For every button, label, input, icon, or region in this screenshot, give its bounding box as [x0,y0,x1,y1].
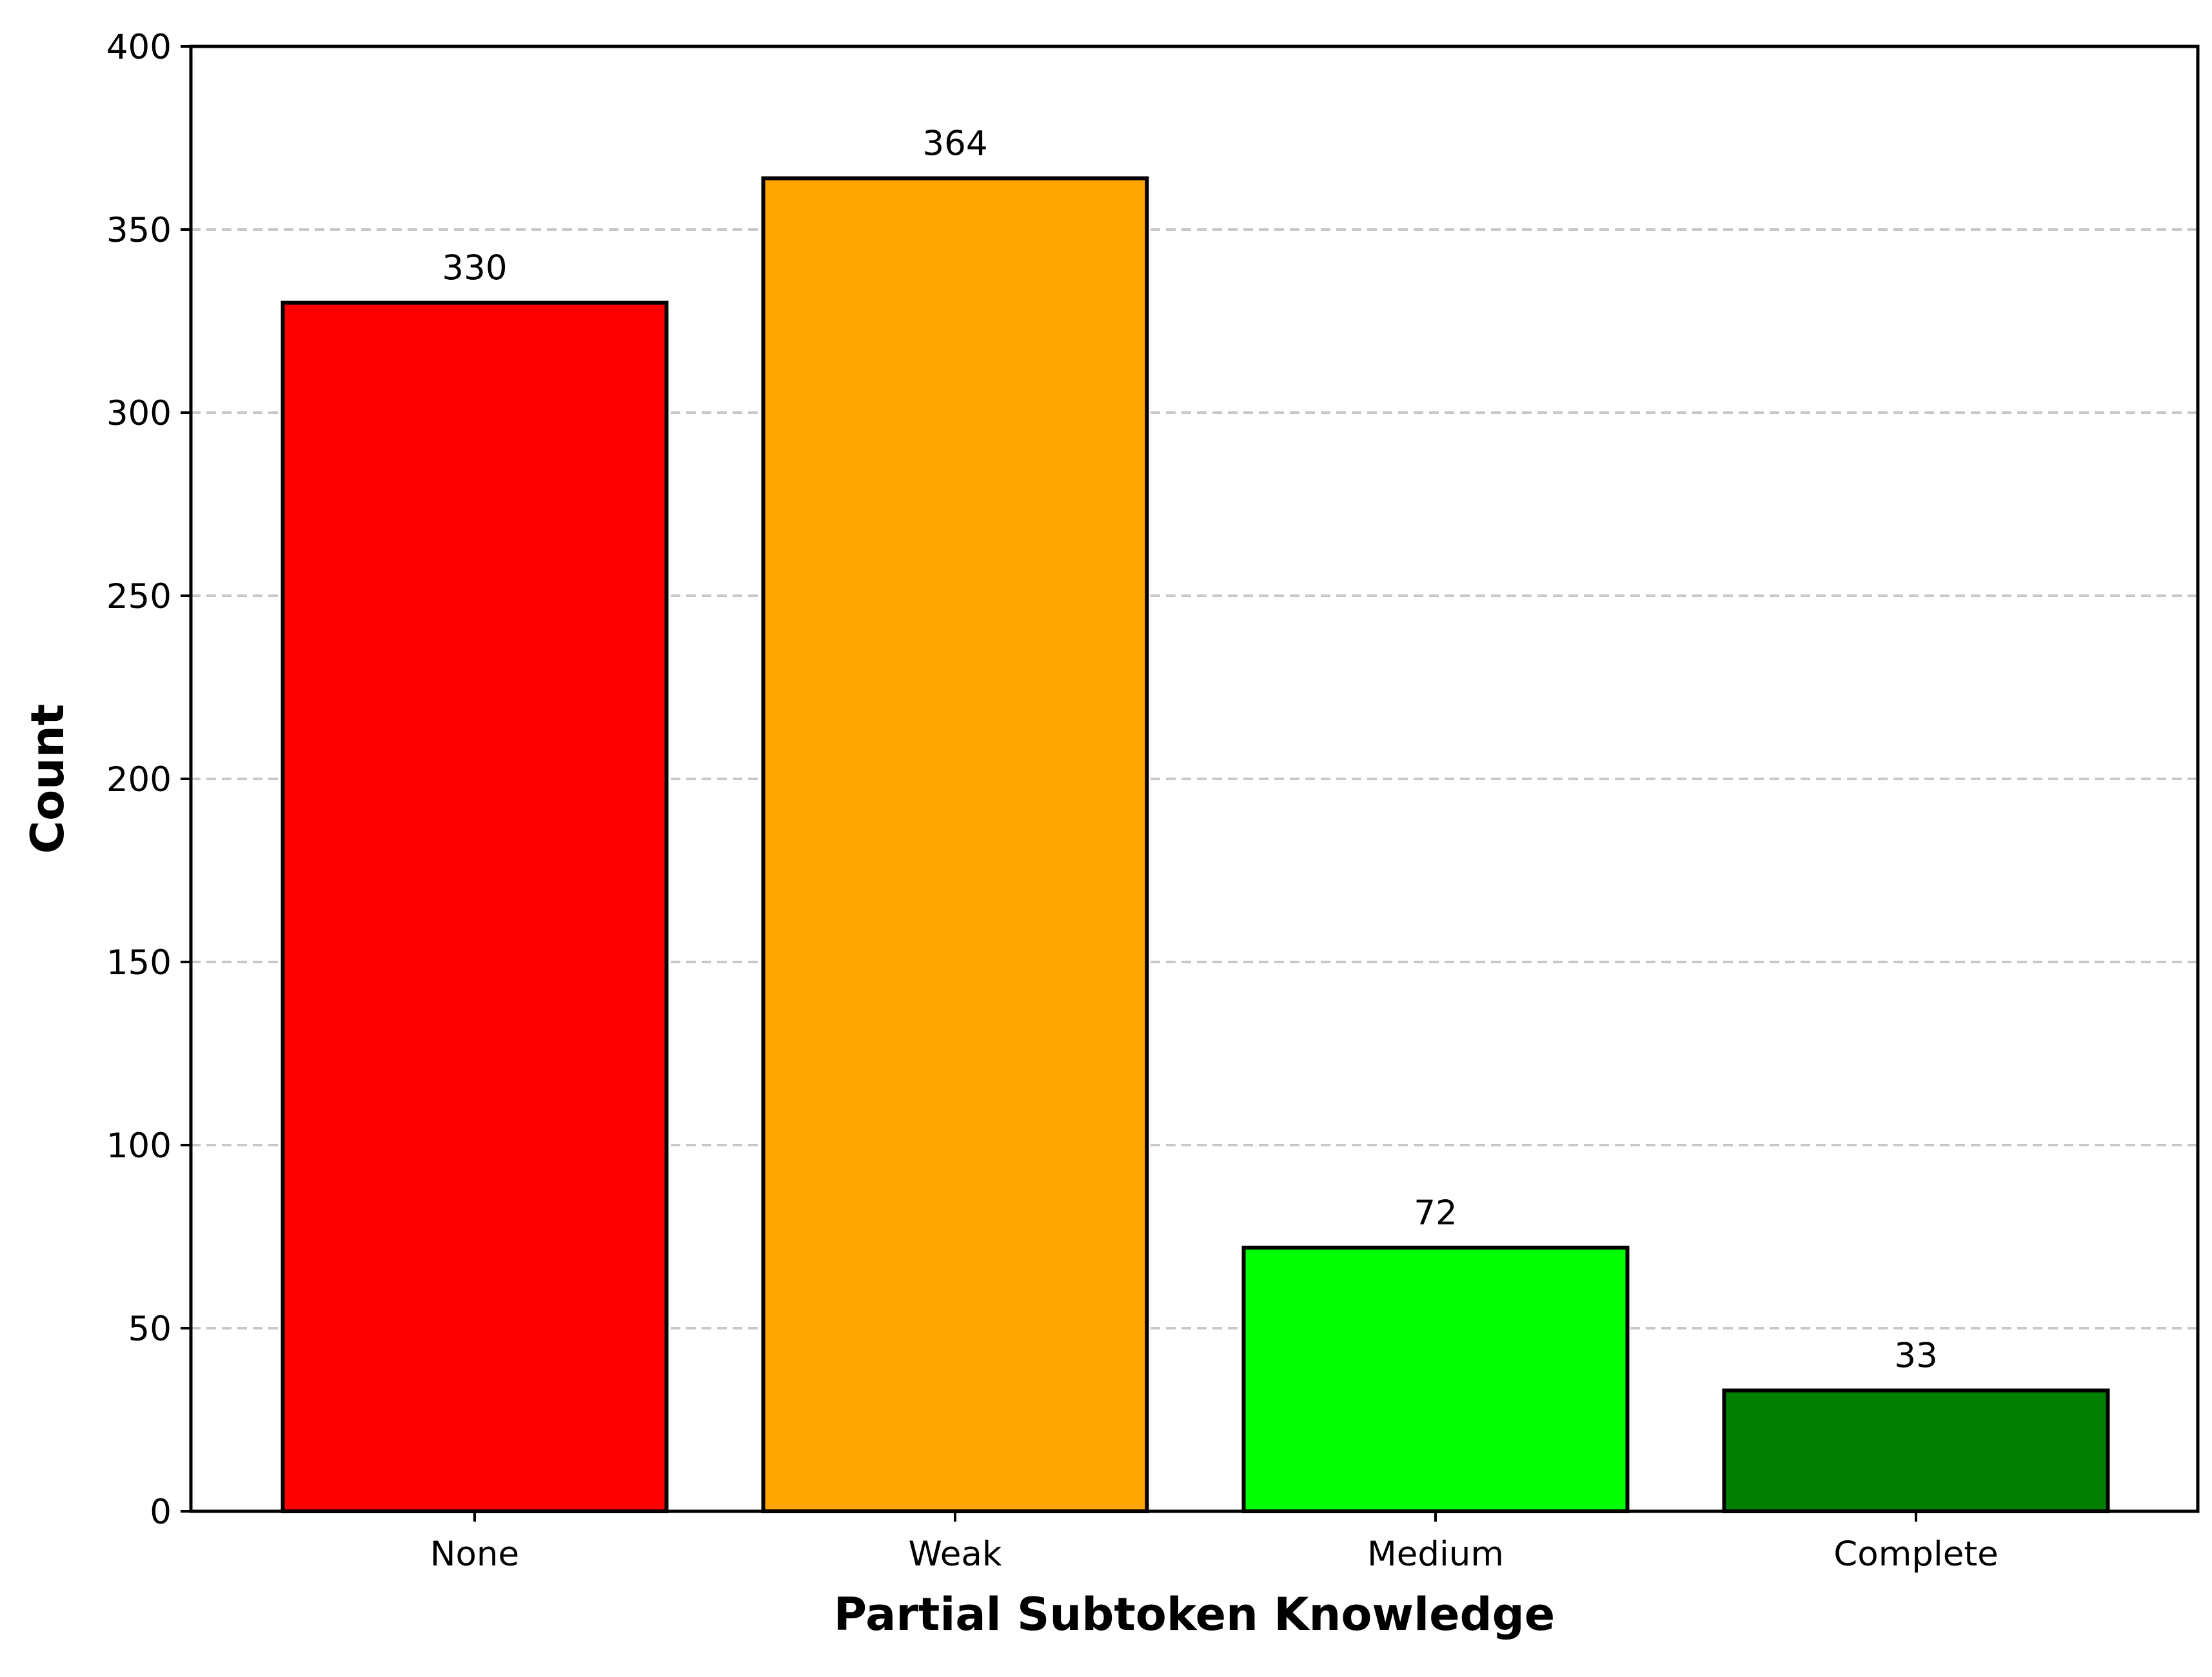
y-tick-label: 0 [150,1493,172,1532]
x-tick-label-complete: Complete [1833,1535,1998,1574]
bars [281,176,2110,1514]
data-label-complete: 33 [1894,1337,1937,1376]
y-tick-label: 200 [106,760,172,799]
y-tick-label: 350 [106,211,172,250]
y-tick-label: 400 [106,28,172,67]
data-label-none: 330 [442,249,507,288]
y-tick-label: 100 [106,1126,172,1166]
y-tick-label: 250 [106,577,172,616]
data-label-medium: 72 [1414,1193,1457,1233]
bar-complete [1722,1388,2110,1514]
x-tick-label-weak: Weak [908,1535,1002,1574]
y-tick-label: 150 [106,943,172,983]
y-tick-label: 50 [128,1309,172,1349]
bar-weak [761,176,1149,1514]
data-labels: 330 364 72 33 [442,124,1937,1375]
x-axis-title: Partial Subtoken Knowledge [834,1588,1555,1641]
x-tick-label-none: None [430,1535,519,1574]
y-tick-label: 300 [106,394,172,433]
x-tick-label-medium: Medium [1367,1535,1504,1574]
bar-medium [1241,1246,1630,1514]
data-label-weak: 364 [922,124,987,163]
y-axis-title: Count [21,704,74,854]
x-axis-ticks: None Weak Medium Complete [430,1511,1999,1574]
y-axis-ticks: 0 50 100 150 200 250 300 350 400 [106,28,191,1532]
bar-none [281,300,669,1514]
